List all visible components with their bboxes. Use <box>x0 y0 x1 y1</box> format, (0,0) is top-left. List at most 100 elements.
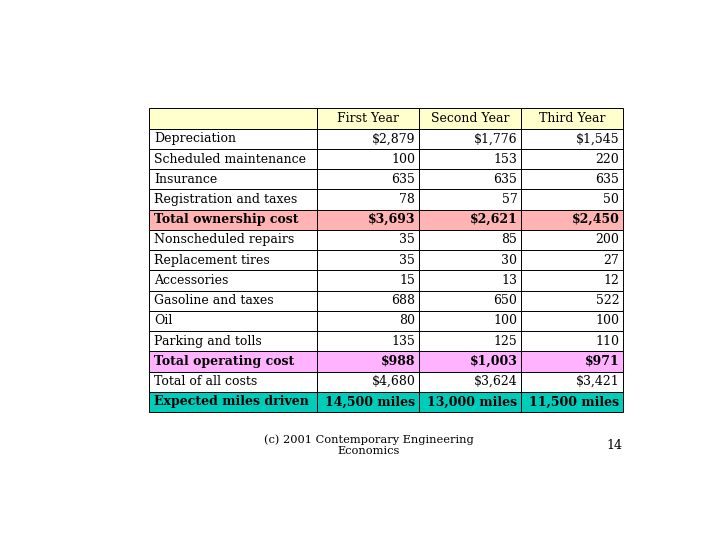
Text: Registration and taxes: Registration and taxes <box>155 193 298 206</box>
Bar <box>317 129 419 149</box>
Text: Second Year: Second Year <box>431 112 509 125</box>
Text: Gasoline and taxes: Gasoline and taxes <box>155 294 274 307</box>
Bar <box>419 169 521 190</box>
Text: 85: 85 <box>501 233 518 246</box>
Text: 153: 153 <box>493 152 518 166</box>
Text: $2,621: $2,621 <box>469 213 518 226</box>
Text: Expected miles driven: Expected miles driven <box>155 395 310 408</box>
Text: 14: 14 <box>607 439 623 452</box>
Text: 100: 100 <box>595 314 619 327</box>
Bar <box>148 230 317 250</box>
Bar <box>317 271 419 291</box>
Text: 650: 650 <box>493 294 518 307</box>
Bar <box>419 109 521 129</box>
Bar <box>148 250 317 271</box>
Text: 125: 125 <box>494 335 518 348</box>
Text: 100: 100 <box>392 152 415 166</box>
Text: 14,500 miles: 14,500 miles <box>325 395 415 408</box>
Text: Insurance: Insurance <box>155 173 217 186</box>
Bar <box>148 129 317 149</box>
Bar <box>419 311 521 331</box>
Bar <box>521 149 623 169</box>
Text: 12: 12 <box>603 274 619 287</box>
Bar <box>317 230 419 250</box>
Bar <box>317 372 419 392</box>
Text: 15: 15 <box>400 274 415 287</box>
Bar <box>521 250 623 271</box>
Text: 688: 688 <box>392 294 415 307</box>
Text: 35: 35 <box>400 254 415 267</box>
Text: 110: 110 <box>595 335 619 348</box>
Text: $3,421: $3,421 <box>575 375 619 388</box>
Text: Third Year: Third Year <box>539 112 605 125</box>
Bar <box>317 392 419 412</box>
Bar <box>419 352 521 372</box>
Text: 522: 522 <box>595 294 619 307</box>
Bar <box>419 230 521 250</box>
Text: $3,693: $3,693 <box>368 213 415 226</box>
Text: 27: 27 <box>603 254 619 267</box>
Text: 50: 50 <box>603 193 619 206</box>
Bar <box>521 230 623 250</box>
Text: 80: 80 <box>400 314 415 327</box>
Text: $988: $988 <box>381 355 415 368</box>
Text: 220: 220 <box>595 152 619 166</box>
Bar <box>317 250 419 271</box>
Text: $2,450: $2,450 <box>572 213 619 226</box>
Bar <box>317 291 419 311</box>
Bar <box>148 190 317 210</box>
Text: Scheduled maintenance: Scheduled maintenance <box>155 152 307 166</box>
Bar <box>317 109 419 129</box>
Text: 200: 200 <box>595 233 619 246</box>
Bar <box>419 190 521 210</box>
Bar <box>521 291 623 311</box>
Bar <box>521 109 623 129</box>
Text: $1,545: $1,545 <box>576 132 619 145</box>
Bar <box>148 210 317 230</box>
Text: 30: 30 <box>501 254 518 267</box>
Bar <box>521 331 623 352</box>
Text: 57: 57 <box>502 193 518 206</box>
Text: 13,000 miles: 13,000 miles <box>427 395 518 408</box>
Bar <box>148 149 317 169</box>
Bar <box>148 169 317 190</box>
Text: (c) 2001 Contemporary Engineering
Economics: (c) 2001 Contemporary Engineering Econom… <box>264 434 474 456</box>
Text: 635: 635 <box>595 173 619 186</box>
Bar <box>521 372 623 392</box>
Bar <box>317 149 419 169</box>
Bar <box>419 250 521 271</box>
Text: Nonscheduled repairs: Nonscheduled repairs <box>155 233 294 246</box>
Text: 13: 13 <box>501 274 518 287</box>
Text: Total of all costs: Total of all costs <box>155 375 258 388</box>
Bar <box>521 190 623 210</box>
Text: First Year: First Year <box>337 112 399 125</box>
Text: $4,680: $4,680 <box>372 375 415 388</box>
Text: Replacement tires: Replacement tires <box>155 254 270 267</box>
Bar <box>521 271 623 291</box>
Text: Total operating cost: Total operating cost <box>155 355 294 368</box>
Bar <box>521 392 623 412</box>
Bar <box>419 291 521 311</box>
Text: $3,624: $3,624 <box>474 375 518 388</box>
Text: $2,879: $2,879 <box>372 132 415 145</box>
Text: $971: $971 <box>585 355 619 368</box>
Bar <box>317 190 419 210</box>
Text: Depreciation: Depreciation <box>155 132 236 145</box>
Text: Accessories: Accessories <box>155 274 229 287</box>
Bar <box>419 392 521 412</box>
Text: Parking and tolls: Parking and tolls <box>155 335 262 348</box>
Bar <box>521 311 623 331</box>
Text: 635: 635 <box>392 173 415 186</box>
Bar <box>317 311 419 331</box>
Text: 635: 635 <box>493 173 518 186</box>
Bar <box>317 210 419 230</box>
Text: Total ownership cost: Total ownership cost <box>155 213 299 226</box>
Text: 11,500 miles: 11,500 miles <box>529 395 619 408</box>
Text: 78: 78 <box>400 193 415 206</box>
Text: 135: 135 <box>392 335 415 348</box>
Bar <box>148 392 317 412</box>
Bar <box>148 352 317 372</box>
Bar <box>317 331 419 352</box>
Bar <box>419 372 521 392</box>
Bar <box>317 352 419 372</box>
